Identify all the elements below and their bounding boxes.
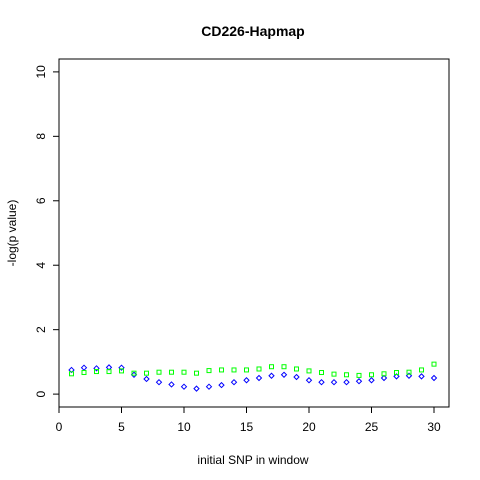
series-2-point	[219, 367, 224, 373]
series-2-point	[156, 369, 162, 375]
series-2-point	[331, 371, 337, 377]
series-2-point	[281, 364, 287, 370]
series-1-point	[305, 377, 313, 384]
data-points	[68, 361, 438, 392]
series-1-point	[293, 373, 300, 381]
series-2-point	[106, 369, 112, 375]
series-2-point	[256, 366, 262, 372]
series-1-point	[355, 378, 363, 385]
series-2-point	[419, 367, 424, 373]
y-tick-label: 6	[34, 197, 48, 204]
plot-frame	[58, 58, 450, 408]
series-2-point	[306, 368, 312, 374]
series-1-point	[268, 372, 275, 379]
series-1-point	[155, 378, 163, 386]
chart-title: CD226-Hapmap	[201, 23, 304, 39]
x-tick-label: 20	[302, 420, 316, 434]
x-tick-label: 15	[240, 420, 254, 434]
series-1-point	[230, 378, 238, 386]
series-1-point	[280, 371, 288, 378]
series-1-point	[380, 374, 388, 382]
series-1-point	[218, 381, 225, 389]
series-1-point	[93, 365, 100, 372]
series-1-point	[68, 366, 75, 374]
series-1-point	[205, 383, 213, 390]
series-2-point	[431, 361, 437, 367]
series-2-point	[231, 367, 237, 373]
series-1-point	[393, 373, 400, 380]
series-2-point	[206, 368, 212, 374]
series-2-point	[194, 370, 199, 376]
x-axis: 0 5 10 15 20 25 30	[56, 406, 441, 434]
series-1-point	[168, 381, 175, 388]
series-2-point	[356, 372, 362, 378]
series-1-point	[418, 373, 425, 380]
x-tick-label: 30	[427, 420, 441, 434]
series-1-point	[405, 372, 413, 379]
series-2-point	[94, 369, 99, 375]
y-tick-label: 10	[34, 65, 48, 79]
y-tick-label: 0	[34, 390, 48, 397]
series-1-point	[80, 364, 88, 371]
series-2-point	[294, 366, 299, 372]
y-tick-label: 4	[34, 262, 48, 269]
y-axis-label: -log(p value)	[5, 200, 19, 267]
series-2-point	[406, 369, 412, 375]
series-1-point	[180, 383, 188, 390]
series-1-point	[118, 364, 125, 371]
x-axis-label: initial SNP in window	[197, 453, 308, 467]
series-1-point	[318, 378, 325, 386]
series-2-point	[369, 372, 374, 378]
series-2-point	[394, 370, 399, 376]
y-tick-label: 8	[34, 133, 48, 140]
series-2-point	[144, 370, 149, 376]
series-1-point	[343, 378, 350, 386]
series-2-point	[81, 370, 87, 376]
series-2-point	[244, 367, 249, 373]
series-2-point	[269, 364, 274, 370]
series-2-point	[69, 371, 74, 377]
x-tick-label: 0	[56, 420, 63, 434]
y-tick-label: 2	[34, 326, 48, 333]
series-2-point	[381, 371, 387, 377]
series-2-point	[119, 368, 124, 374]
y-axis: 0 2 4 6 8 10	[34, 65, 60, 397]
series-2-point	[344, 372, 349, 378]
series-2-point	[169, 369, 174, 375]
series-2-point	[181, 369, 187, 375]
series-2-point	[319, 370, 324, 376]
series-1-point	[368, 377, 375, 384]
series-1-point	[193, 385, 200, 392]
x-tick-label: 25	[365, 420, 379, 434]
series-1-point	[330, 378, 338, 386]
series-2-point	[131, 370, 137, 376]
x-tick-label: 10	[177, 420, 191, 434]
series-1-point	[143, 375, 150, 383]
series-1-point	[430, 374, 438, 382]
series-1-point	[255, 374, 263, 382]
series-1-point	[243, 377, 250, 384]
x-tick-label: 5	[118, 420, 125, 434]
